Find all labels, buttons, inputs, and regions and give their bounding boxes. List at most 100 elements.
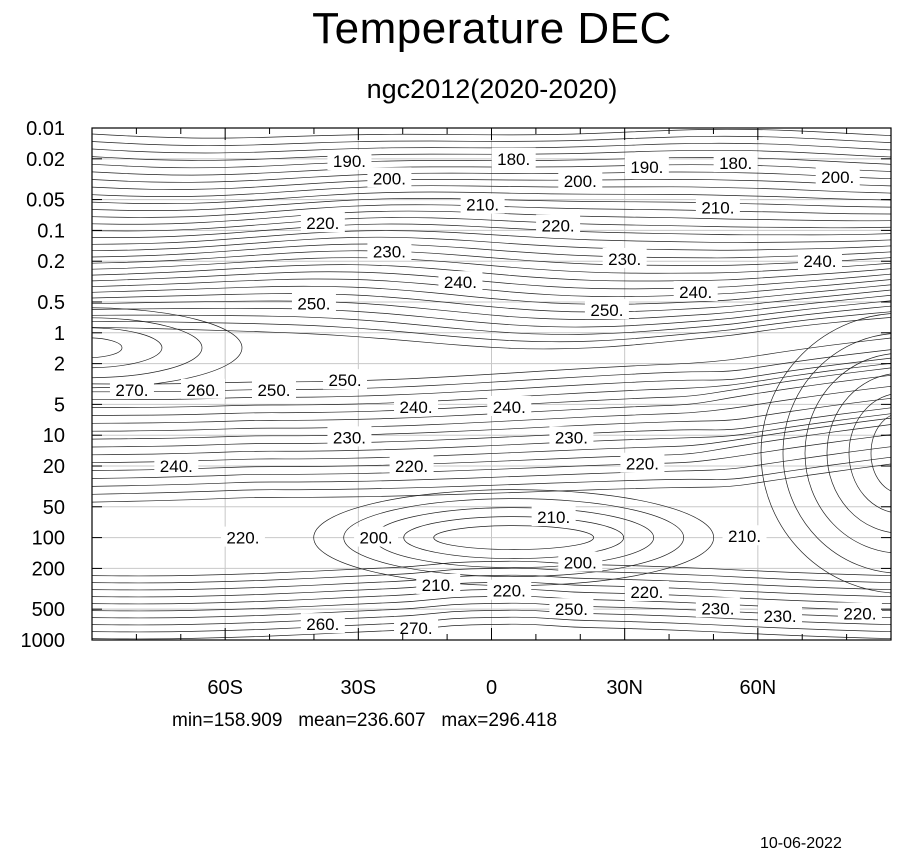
contour-label-text: 210.	[701, 199, 734, 218]
contour-label-text: 200.	[360, 529, 393, 548]
contour-label-text: 210.	[537, 508, 570, 527]
contour-label: 190.	[624, 155, 669, 177]
contour-label: 210.	[460, 193, 505, 215]
contour-label-text: 230.	[555, 428, 588, 447]
date-label: 10-06-2022	[760, 835, 842, 852]
contour-line	[92, 434, 891, 479]
contour-label-text: 180.	[497, 150, 530, 169]
y-tick-label: 500	[32, 599, 65, 621]
contour-line	[92, 179, 891, 190]
contour-line	[92, 289, 891, 313]
contour-ellipse	[92, 317, 203, 379]
contour-line	[92, 446, 891, 487]
contour-line	[92, 250, 891, 266]
contour-line	[92, 305, 891, 335]
y-tick-label: 10	[43, 425, 65, 447]
contour-line	[92, 463, 891, 503]
contour-label-text: 220.	[395, 457, 428, 476]
axes: 0.01 0.02 0.05 0.1 0.2 0.5 1 2 5 10 20 50 100 200 500 1…	[21, 118, 891, 699]
contour-label: 240.	[394, 395, 439, 417]
contour-line	[92, 149, 891, 161]
contour-label: 220.	[300, 212, 345, 233]
contour-label-text: 200.	[564, 172, 597, 191]
y-tick-label: 1000	[21, 630, 66, 652]
x-tick-label: 30S	[341, 677, 377, 699]
contour-line	[92, 317, 891, 350]
contour-label: 220.	[837, 602, 882, 623]
contour-label: 220.	[536, 214, 581, 236]
contour-line	[92, 616, 891, 633]
contour-label-text: 200.	[373, 169, 406, 188]
contour-label: 200.	[354, 526, 399, 548]
contour-label-text: 190.	[333, 152, 366, 171]
contour-ellipse	[433, 525, 595, 550]
contour-line	[92, 407, 891, 448]
chart-title: Temperature DEC	[312, 4, 672, 53]
contour-line	[92, 609, 891, 626]
x-tick-label: 30N	[606, 677, 643, 699]
x-tick-label: 60S	[207, 677, 243, 699]
contour-label: 230.	[327, 426, 372, 447]
contour-ellipse	[848, 394, 891, 513]
contour-ellipse	[760, 313, 891, 594]
contour-label-text: 230.	[701, 599, 734, 618]
contour-label-text: 250.	[328, 371, 361, 390]
contour-label: 240.	[487, 395, 532, 417]
contour-label: 250.	[549, 598, 594, 619]
y-tick-label: 2	[54, 354, 65, 376]
contour-line	[92, 362, 891, 408]
y-tick-label: 50	[43, 497, 65, 519]
contour-label-text: 180.	[719, 154, 752, 173]
contour-label: 230.	[695, 597, 740, 618]
contour-label: 200.	[367, 167, 412, 188]
contour-label-text: 220.	[226, 529, 259, 548]
contour-label-text: 190.	[630, 158, 663, 177]
contour-label: 180.	[713, 152, 758, 173]
contour-label-text: 230.	[333, 428, 366, 447]
contour-line	[92, 385, 891, 432]
contour-label-text: 240.	[803, 252, 836, 271]
contour-line	[92, 135, 891, 146]
contour-label-text: 240.	[679, 283, 712, 302]
contour-label: 230.	[367, 240, 412, 261]
contour-label-text: 220.	[630, 583, 663, 602]
contour-label: 240.	[673, 281, 718, 302]
contour-label: 220.	[220, 526, 265, 548]
contour-line	[92, 236, 891, 252]
contour-label-text: 260.	[306, 615, 339, 634]
y-tick-label: 100	[32, 528, 65, 550]
contour-label-text: 230.	[373, 242, 406, 261]
contour-line	[92, 560, 891, 577]
contour-ellipse	[870, 415, 891, 492]
contour-line	[92, 284, 891, 305]
contour-line	[92, 456, 891, 495]
contour-line	[92, 595, 891, 612]
contour-line	[92, 581, 891, 598]
contour-label-text: 210.	[728, 527, 761, 546]
y-tick-label: 0.02	[26, 149, 65, 171]
contour-label-text: 250.	[590, 301, 623, 320]
contour-line	[92, 185, 891, 197]
contour-label: 190.	[327, 149, 372, 171]
contour-label-text: 220.	[843, 604, 876, 623]
contour-label-text: 250.	[257, 381, 290, 400]
contour-line	[92, 311, 891, 343]
contour-ellipse	[403, 516, 625, 559]
contour-line	[92, 417, 891, 464]
contour-line	[92, 602, 891, 619]
contour-label: 230.	[549, 426, 594, 447]
x-tick-label: 0	[486, 677, 497, 699]
y-tick-label: 1	[54, 323, 65, 345]
contour-lines	[92, 128, 891, 640]
contour-line	[92, 128, 891, 139]
contour-line	[92, 217, 891, 232]
contour-line	[92, 142, 891, 154]
contour-label-text: 220.	[306, 214, 339, 233]
contour-label: 260.	[300, 613, 345, 634]
contour-label-text: 250.	[297, 295, 330, 314]
contour-line	[92, 623, 891, 640]
contour-label: 240.	[438, 271, 483, 292]
contour-label: 210.	[416, 573, 461, 595]
y-tick-label: 200	[32, 558, 65, 580]
contour-label-text: 260.	[186, 381, 219, 400]
